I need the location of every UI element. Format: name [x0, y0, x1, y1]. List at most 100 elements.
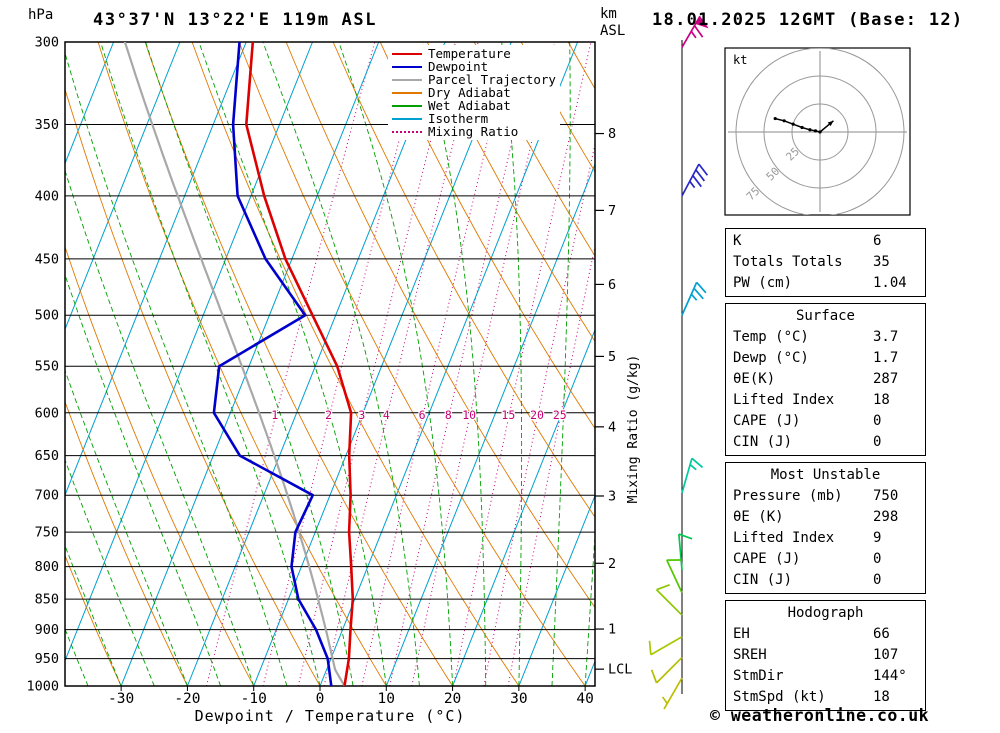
legend-item: Wet Adiabat [392, 99, 556, 112]
svg-text:700: 700 [35, 488, 59, 504]
svg-text:5: 5 [608, 349, 616, 365]
table-row-value: 9 [873, 530, 882, 546]
table-section-header: Most Unstable [770, 467, 881, 483]
legend-label: Wet Adiabat [428, 98, 511, 113]
table-row: StmSpd (kt) 18 [726, 687, 925, 708]
svg-text:4: 4 [608, 419, 616, 435]
svg-text:6: 6 [608, 277, 616, 293]
wind-barb [681, 163, 709, 197]
legend-line-sample [392, 65, 422, 68]
legend-label: Dry Adiabat [428, 85, 511, 100]
table-row: Totals Totals 35 [726, 252, 925, 273]
table-row-value: 298 [873, 509, 899, 525]
svg-text:-10: -10 [241, 691, 267, 707]
svg-text:6: 6 [419, 408, 426, 422]
svg-text:8: 8 [608, 126, 616, 142]
table-row: Temp (°C) 3.7 [726, 327, 925, 348]
table-section-header: Surface [795, 308, 855, 324]
pressure-axis-unit: hPa [28, 7, 54, 23]
wind-barb [655, 584, 683, 616]
legend-label: Parcel Trajectory [428, 72, 556, 87]
table-row-value: 1.7 [873, 350, 899, 366]
table-row-label: Lifted Index [733, 392, 835, 408]
table-row: Lifted Index 9 [726, 528, 925, 549]
table-row-label: θE (K) [733, 509, 784, 525]
legend-line-sample [392, 104, 422, 107]
svg-text:3: 3 [358, 408, 365, 422]
table-row-value: 0 [873, 434, 882, 450]
table-row-value: 6 [873, 233, 882, 249]
table-row: CIN (J) 0 [726, 570, 925, 591]
table-row-label: EH [733, 626, 750, 642]
svg-text:7: 7 [608, 203, 616, 219]
table-row-value: 1.04 [873, 275, 907, 291]
table-surface: Surface Temp (°C) 3.7 Dewp (°C) 1.7 θE(K) 287 L… [725, 303, 926, 456]
table-section-header: Hodograph [787, 605, 864, 621]
svg-text:600: 600 [35, 405, 59, 421]
wind-barb [661, 677, 683, 710]
table-row-label: CAPE (J) [733, 551, 801, 567]
svg-text:800: 800 [35, 559, 59, 575]
wind-barb [648, 635, 683, 656]
altitude-axis-unit-asl: ASL [600, 23, 626, 39]
wind-barb [666, 559, 683, 594]
svg-text:350: 350 [35, 117, 59, 133]
svg-text:4: 4 [383, 408, 390, 422]
svg-text:900: 900 [35, 622, 59, 638]
legend-label: Isotherm [428, 111, 489, 126]
table-row: θE (K) 298 [726, 507, 925, 528]
mixing-ratio-labels: 1 2 3 4 6 8 10 15 20 25 [270, 407, 568, 424]
svg-text:2: 2 [325, 408, 332, 422]
table-row: PW (cm) 1.04 [726, 273, 925, 294]
svg-text:8: 8 [445, 408, 452, 422]
legend-item: Temperature [392, 47, 556, 60]
svg-text:950: 950 [35, 651, 59, 667]
table-row: Pressure (mb) 750 [726, 486, 925, 507]
table-row-value: 0 [873, 551, 882, 567]
table-row-label: PW (cm) [733, 275, 793, 291]
table-row-label: Temp (°C) [733, 329, 809, 345]
svg-text:500: 500 [35, 308, 59, 324]
svg-text:40: 40 [576, 691, 593, 707]
svg-text:2: 2 [608, 556, 616, 572]
table-row-label: θE(K) [733, 371, 776, 387]
table-stability-indices: K 6 Totals Totals 35 PW (cm) 1.04 [725, 228, 926, 297]
table-row-label: K [733, 233, 742, 249]
wind-barb [681, 281, 707, 316]
legend-line-sample [392, 117, 422, 120]
altitude-axis-unit-km: km [600, 6, 617, 22]
chart-legend: Temperature Dewpoint Parcel Trajectory Dry … [388, 45, 560, 140]
wind-barb [650, 656, 683, 684]
svg-text:30: 30 [510, 691, 527, 707]
temperature-curve [245, 42, 355, 686]
svg-text:1: 1 [608, 622, 616, 638]
svg-text:15: 15 [501, 408, 515, 422]
table-row: CIN (J) 0 [726, 432, 925, 453]
svg-text:750: 750 [35, 525, 59, 541]
svg-text:550: 550 [35, 359, 59, 375]
storm-motion-arrowhead [827, 120, 834, 127]
table-row: EH 66 [726, 624, 925, 645]
temperature-axis: -30 -20 -10 0 10 20 30 40 [108, 686, 594, 707]
run-datetime: 18.01.2025 12GMT (Base: 12) [652, 10, 964, 30]
table-row-label: StmDir [733, 668, 784, 684]
indices-tables: K 6 Totals Totals 35 PW (cm) 1.04 Surface Temp … [725, 228, 926, 717]
table-row-label: CAPE (J) [733, 413, 801, 429]
legend-item: Isotherm [392, 112, 556, 125]
svg-text:25: 25 [553, 408, 567, 422]
table-row: CAPE (J) 0 [726, 411, 925, 432]
table-row: Dewp (°C) 1.7 [726, 348, 925, 369]
svg-text:-20: -20 [174, 691, 200, 707]
isotherms [65, 42, 595, 686]
table-row: StmDir 144° [726, 666, 925, 687]
table-row-label: CIN (J) [733, 434, 793, 450]
legend-item: Parcel Trajectory [392, 73, 556, 86]
table-row: Lifted Index 18 [726, 390, 925, 411]
mixing-ratio-axis-label: Mixing Ratio (g/kg) [626, 354, 641, 504]
legend-label: Mixing Ratio [428, 124, 519, 139]
legend-item: Dry Adiabat [392, 86, 556, 99]
svg-text:1: 1 [271, 408, 278, 422]
svg-text:850: 850 [35, 592, 59, 608]
legend-line-sample [392, 91, 422, 94]
